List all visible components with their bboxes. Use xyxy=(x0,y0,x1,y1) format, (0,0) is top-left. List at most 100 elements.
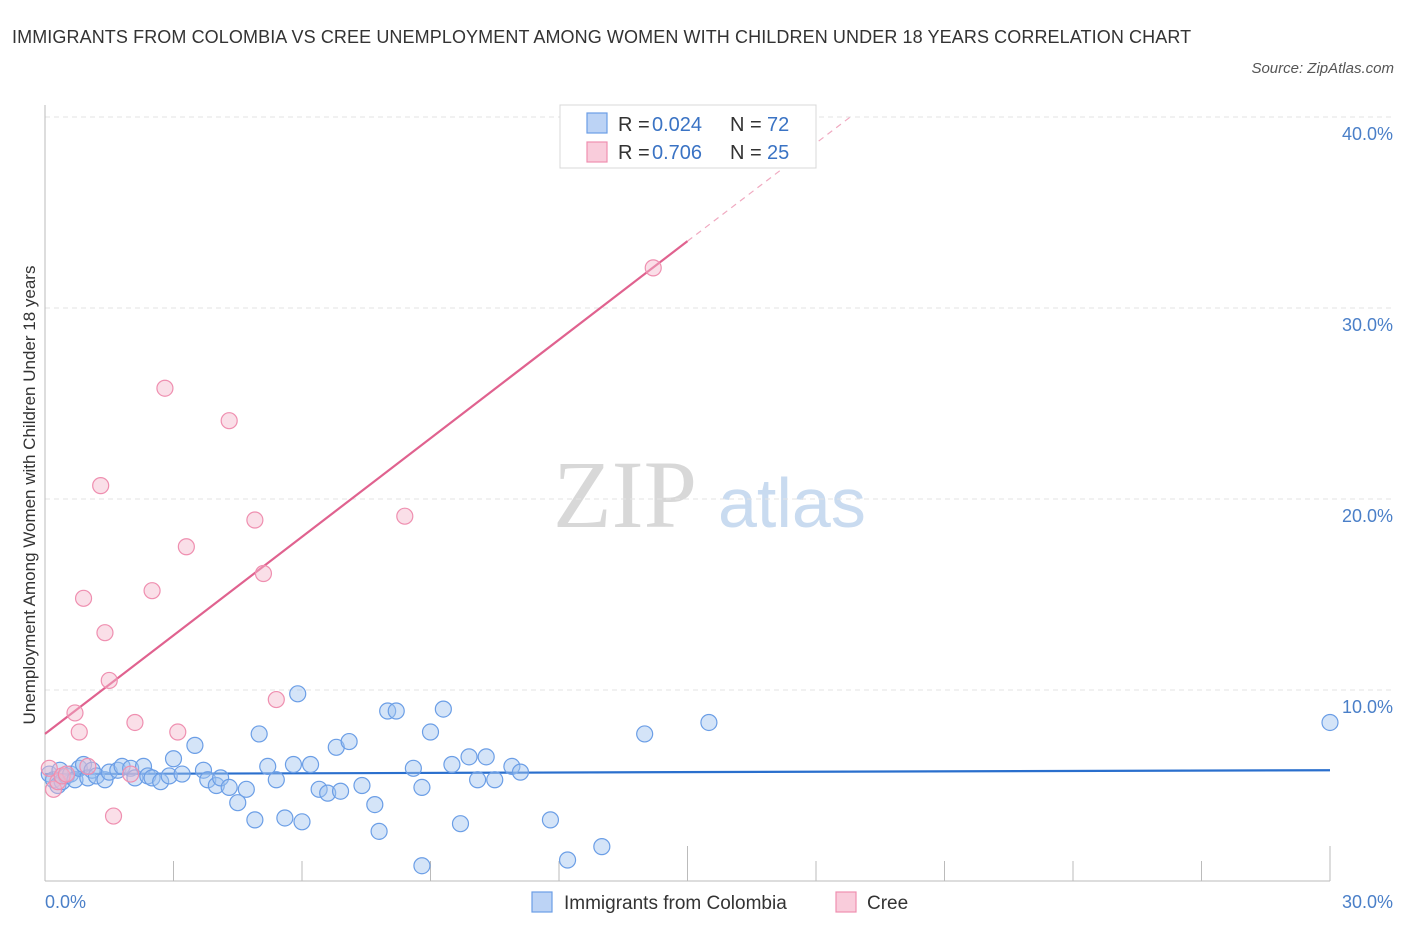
data-point-colombia xyxy=(212,769,230,787)
data-point-colombia xyxy=(152,773,170,791)
legend-r-label-colombia: R = xyxy=(618,114,650,136)
data-point-cree xyxy=(57,765,76,783)
legend-n-label-colombia: N = xyxy=(730,114,762,136)
data-point-cree xyxy=(66,704,84,722)
data-point-colombia xyxy=(469,771,487,789)
correlation-legend: R = 0.024 N = 72 R = 0.706 N = 25 xyxy=(559,104,817,169)
data-point-colombia xyxy=(503,757,521,776)
data-point-cree xyxy=(267,690,285,709)
series-legend: Immigrants from Colombia Cree xyxy=(531,891,908,914)
data-point-cree xyxy=(70,723,88,741)
data-point-colombia xyxy=(259,757,277,776)
data-point-colombia xyxy=(199,771,217,789)
bottom-legend-swatch-colombia xyxy=(531,891,553,913)
data-point-cree xyxy=(143,582,161,600)
grid-lines xyxy=(45,116,1393,691)
trend-line-colombia xyxy=(44,769,1331,776)
trend-lines xyxy=(44,116,1331,776)
data-point-cree xyxy=(126,713,144,732)
data-point-colombia xyxy=(331,782,350,800)
bottom-legend-swatch-cree xyxy=(835,891,857,913)
data-point-colombia xyxy=(451,815,470,833)
data-point-colombia xyxy=(250,725,268,743)
series-colombia-points xyxy=(40,685,1339,875)
legend-r-value-cree: 0.706 xyxy=(652,142,702,164)
data-point-colombia xyxy=(186,736,204,754)
data-point-colombia xyxy=(293,813,311,831)
data-point-colombia xyxy=(413,778,431,797)
data-point-colombia xyxy=(387,702,405,720)
y-tick-label: 20.0% xyxy=(1342,506,1393,526)
data-point-colombia xyxy=(87,767,106,785)
data-point-colombia xyxy=(486,771,504,789)
data-point-cree xyxy=(96,624,114,642)
data-point-colombia xyxy=(404,759,422,777)
data-point-colombia xyxy=(366,795,384,814)
data-point-colombia xyxy=(340,732,358,751)
data-point-cree xyxy=(40,759,58,777)
data-point-colombia xyxy=(1321,713,1339,732)
data-point-colombia xyxy=(143,769,161,787)
data-point-colombia xyxy=(164,750,183,768)
data-point-cree xyxy=(169,723,187,741)
trend-line-cree xyxy=(44,240,689,735)
data-point-colombia xyxy=(194,761,213,779)
data-point-colombia xyxy=(370,822,388,840)
y-tick-labels: 10.0% 20.0% 30.0% 40.0% xyxy=(1342,124,1393,717)
data-point-cree xyxy=(246,511,264,529)
data-point-colombia xyxy=(301,755,320,774)
data-point-colombia xyxy=(267,771,285,789)
data-point-colombia xyxy=(276,809,294,827)
data-point-colombia xyxy=(229,794,247,812)
bottom-legend-label-cree: Cree xyxy=(867,893,908,914)
chart-title: IMMIGRANTS FROM COLOMBIA VS CREE UNEMPLO… xyxy=(12,27,1192,47)
axes xyxy=(44,105,1331,882)
trend-line-cree-extension xyxy=(687,116,851,242)
data-point-colombia xyxy=(541,811,560,829)
source-credit: Source: ZipAtlas.com xyxy=(1251,60,1394,77)
data-point-cree xyxy=(79,757,97,776)
data-point-colombia xyxy=(511,763,530,781)
data-point-colombia xyxy=(289,685,307,703)
data-point-colombia xyxy=(593,838,611,856)
data-point-cree xyxy=(220,412,238,430)
legend-swatch-colombia xyxy=(586,112,608,134)
data-point-colombia xyxy=(220,778,238,797)
data-point-colombia xyxy=(122,759,140,777)
x-tick-label-min: 0.0% xyxy=(45,892,86,912)
data-point-colombia xyxy=(558,851,577,869)
y-tick-label: 30.0% xyxy=(1342,315,1393,335)
data-point-colombia xyxy=(413,857,431,875)
legend-swatch-cree xyxy=(586,141,608,163)
data-point-cree xyxy=(122,765,140,783)
watermark-zip: ZIP xyxy=(553,441,697,548)
legend-n-value-cree: 25 xyxy=(767,142,789,164)
data-point-cree xyxy=(104,807,123,825)
data-point-cree xyxy=(644,259,662,277)
data-point-colombia xyxy=(477,748,495,766)
watermark-atlas: atlas xyxy=(718,464,866,542)
data-point-cree xyxy=(396,507,414,525)
data-point-cree xyxy=(254,564,273,583)
series-cree-points xyxy=(40,259,662,825)
data-point-colombia xyxy=(353,776,371,795)
data-point-colombia xyxy=(319,784,337,802)
data-point-colombia xyxy=(460,748,478,766)
y-tick-label: 40.0% xyxy=(1342,124,1393,144)
legend-n-label-cree: N = xyxy=(730,142,762,164)
bottom-legend-label-colombia: Immigrants from Colombia xyxy=(564,893,787,914)
data-point-colombia xyxy=(310,780,328,798)
data-point-colombia xyxy=(246,811,264,829)
data-point-cree xyxy=(177,538,195,556)
data-point-colombia xyxy=(237,780,255,798)
data-point-colombia xyxy=(700,713,718,732)
data-point-colombia xyxy=(636,725,654,743)
x-tick-label-max: 30.0% xyxy=(1342,892,1393,912)
data-point-colombia xyxy=(134,757,153,776)
data-point-colombia xyxy=(443,755,461,774)
data-point-colombia xyxy=(434,700,452,718)
data-point-cree xyxy=(92,477,110,495)
data-point-colombia xyxy=(173,765,191,783)
legend-r-label-cree: R = xyxy=(618,142,650,164)
